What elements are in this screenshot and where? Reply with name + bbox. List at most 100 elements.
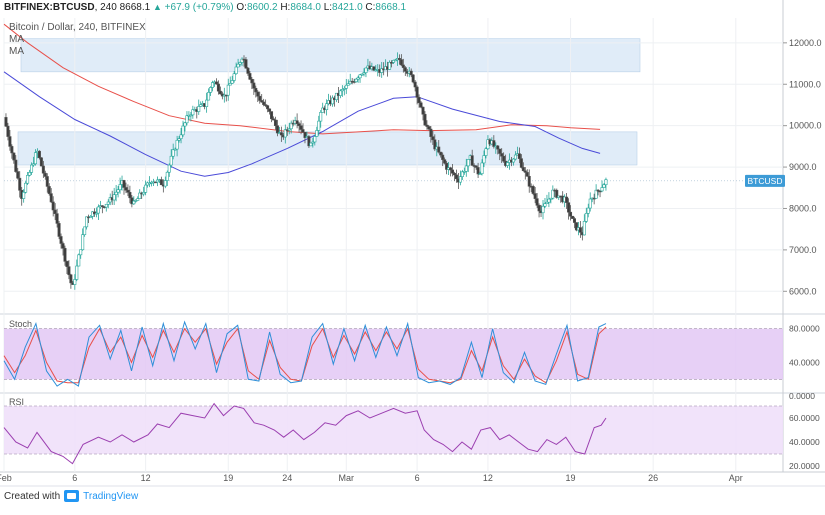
candle-body	[319, 112, 323, 122]
tradingview-link[interactable]: TradingView	[83, 490, 139, 502]
candle-body	[334, 92, 338, 101]
candle-body	[594, 189, 598, 199]
candle-body	[77, 254, 81, 267]
candle-body	[569, 211, 573, 217]
candle-body	[197, 106, 201, 112]
candle-body	[297, 123, 301, 127]
open-value: 8600.2	[246, 2, 278, 13]
candle-body	[445, 162, 449, 170]
candle-body	[289, 122, 293, 130]
candle-body	[211, 82, 215, 88]
interval[interactable]: 240	[100, 2, 117, 13]
candle-body	[346, 83, 350, 86]
candle-body	[275, 125, 279, 134]
resistance-zone	[17, 131, 638, 166]
candle-body	[79, 249, 83, 256]
candle-body	[124, 187, 128, 191]
candle-body	[138, 192, 142, 199]
candle-body	[238, 62, 242, 65]
symbol[interactable]: BITFINEX:BTCUSD	[4, 2, 95, 13]
candle-body	[317, 120, 321, 131]
candle-body	[116, 189, 120, 193]
candle-body	[372, 66, 376, 71]
y-tick-label: 7000.0	[789, 245, 817, 255]
candle-body	[16, 171, 20, 179]
candle-body	[191, 109, 195, 116]
candle-body	[132, 200, 136, 205]
candle-body	[128, 192, 132, 199]
ma-legend-2[interactable]: MA	[9, 46, 24, 57]
candle-body	[409, 70, 413, 76]
candle-body	[167, 164, 171, 173]
candle-body	[523, 170, 527, 173]
candle-body	[177, 138, 181, 141]
x-tick-label: 26	[648, 473, 658, 483]
y-tick-label: 11000.0	[789, 79, 821, 89]
candle-body	[502, 155, 506, 162]
candle-body	[511, 158, 515, 163]
candle-body	[466, 159, 470, 167]
candle-body	[250, 78, 254, 84]
chart-title[interactable]: Bitcoin / Dollar, 240, BITFINEX	[9, 22, 146, 33]
x-tick-label: Mar	[339, 473, 355, 483]
price-label: BTCUSD	[748, 176, 783, 186]
stoch-k-line	[3, 320, 607, 387]
candle-body	[460, 171, 464, 177]
candle-body	[181, 125, 185, 136]
candle-body	[163, 180, 167, 187]
candle-body	[454, 174, 458, 180]
close-value: 8668.1	[375, 2, 407, 13]
high-label: H:	[280, 2, 291, 13]
candle-body	[439, 151, 443, 156]
candle-body	[425, 124, 429, 127]
candle-body	[574, 222, 578, 231]
candle-body	[169, 155, 173, 166]
candle-body	[8, 136, 12, 147]
candle-body	[513, 154, 517, 160]
candle-body	[153, 181, 157, 184]
rsi-y-tick-label: 40.0000	[789, 437, 820, 447]
low-label: L:	[323, 2, 333, 13]
stoch-title[interactable]: Stoch	[9, 319, 33, 329]
candle-body	[340, 89, 344, 92]
stoch-y-tick-label: 40.0000	[789, 357, 820, 367]
candle-body	[155, 179, 159, 183]
candle-body	[183, 122, 187, 127]
candle-body	[360, 73, 364, 76]
symbol-header: BITFINEX:BTCUSD, 240 8668.1 ▲ +67.9 (+0.…	[4, 2, 407, 13]
candle-body	[136, 198, 140, 201]
candle-body	[451, 169, 455, 174]
candle-body	[92, 211, 96, 215]
candle-body	[364, 67, 368, 73]
candle-body	[358, 74, 362, 79]
ma-legend-1[interactable]: MA	[9, 34, 24, 45]
candle-body	[415, 86, 419, 98]
candle-body	[112, 194, 116, 201]
candle-body	[144, 184, 148, 193]
candle-body	[301, 129, 305, 133]
candle-body	[393, 59, 397, 62]
candle-body	[517, 153, 521, 159]
rsi-title[interactable]: RSI	[9, 397, 25, 407]
candle-body	[240, 58, 244, 63]
candle-body	[441, 154, 445, 160]
rsi-y-tick-label: 20.0000	[789, 461, 820, 471]
candle-body	[246, 67, 250, 74]
candle-body	[307, 136, 311, 147]
candle-body	[248, 73, 252, 80]
candle-body	[57, 223, 61, 237]
candle-body	[33, 152, 37, 165]
candle-body	[94, 212, 98, 215]
candle-body	[551, 189, 555, 199]
candle-body	[403, 67, 407, 72]
close-label: C:	[365, 2, 376, 13]
candle-body	[476, 167, 480, 175]
candle-body	[482, 155, 486, 164]
x-tick-label: 12	[141, 473, 151, 483]
candle-body	[565, 196, 569, 203]
candle-body	[106, 201, 110, 205]
tradingview-logo-icon	[64, 490, 80, 502]
candle-body	[126, 189, 130, 193]
candle-body	[6, 125, 10, 137]
